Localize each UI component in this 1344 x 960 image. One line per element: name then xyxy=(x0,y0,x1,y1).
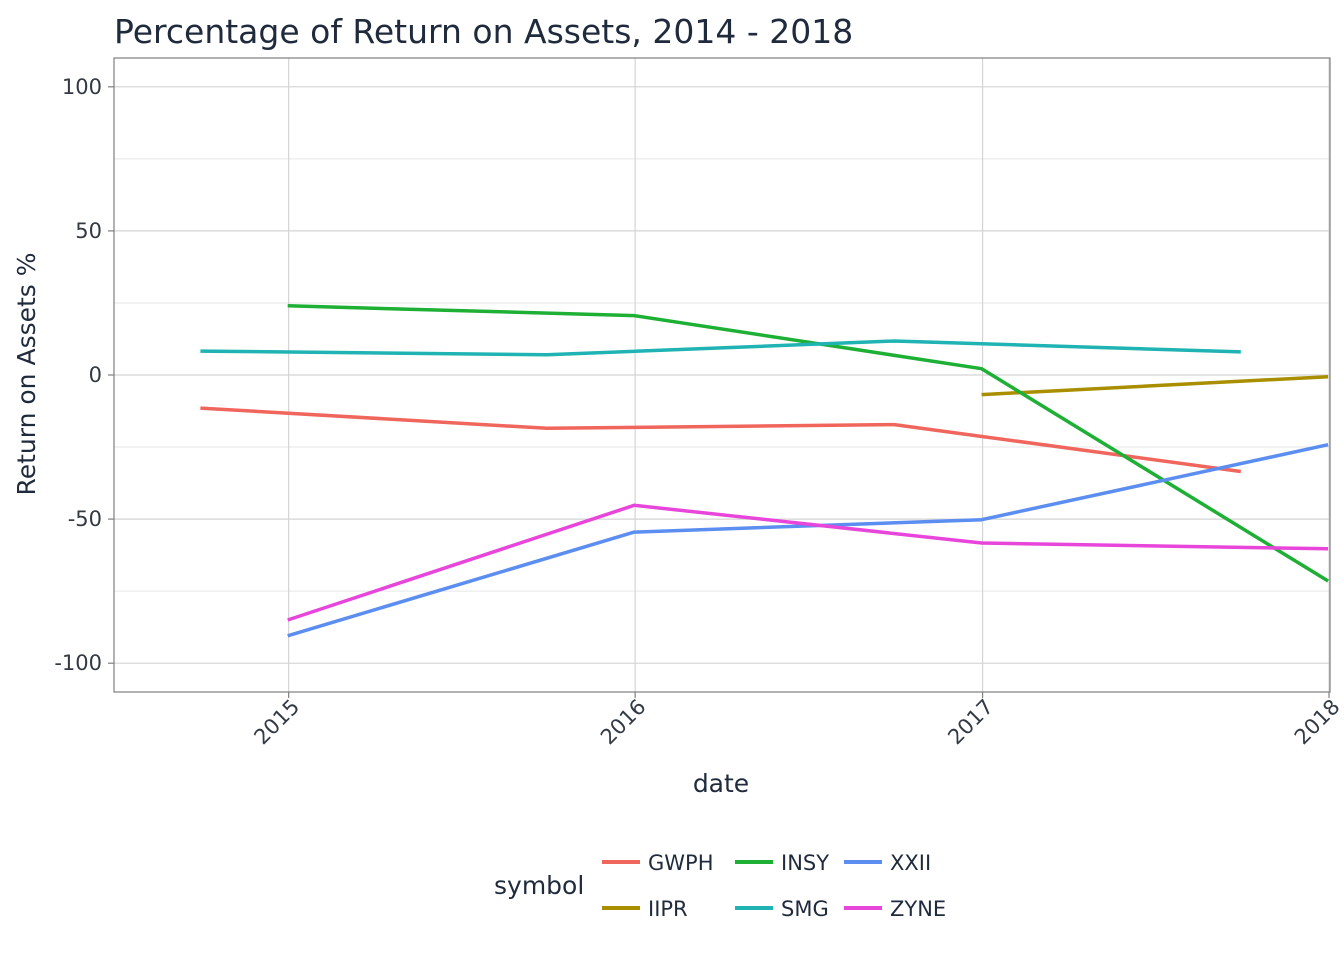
legend: symbol GWPH IIPR INSY SMG XXII ZYNE xyxy=(494,851,946,921)
series-line-insy xyxy=(287,304,1330,583)
x-axis-ticks: 2015 2016 2017 2018 xyxy=(249,692,1344,749)
legend-label-xxii: XXII xyxy=(890,851,931,875)
y-tick-label: 50 xyxy=(75,219,102,243)
series-lines xyxy=(200,304,1330,638)
legend-title: symbol xyxy=(494,871,584,900)
y-axis-title: Return on Assets % xyxy=(12,252,41,495)
series-line-smg xyxy=(200,339,1241,357)
series-line-gwph xyxy=(200,406,1242,474)
x-tick-label: 2016 xyxy=(596,695,651,750)
series-line-iipr xyxy=(981,374,1329,397)
legend-label-iipr: IIPR xyxy=(648,897,688,921)
series-line-xxii xyxy=(287,442,1329,638)
legend-label-smg: SMG xyxy=(781,897,829,921)
x-tick-label: 2017 xyxy=(943,695,998,750)
y-axis-ticks: 100 50 0 -50 -100 xyxy=(54,75,114,675)
series-line-zyne xyxy=(287,503,1329,622)
y-tick-label: 100 xyxy=(62,75,102,99)
y-tick-label: -100 xyxy=(54,651,102,675)
y-tick-label: -50 xyxy=(68,507,102,531)
legend-label-zyne: ZYNE xyxy=(890,897,946,921)
grid-minor xyxy=(114,158,1330,592)
x-axis-title: date xyxy=(693,769,749,798)
plot-area xyxy=(113,57,1331,693)
y-tick-label: 0 xyxy=(89,363,102,387)
legend-label-insy: INSY xyxy=(781,851,829,875)
x-tick-label: 2015 xyxy=(249,695,304,750)
legend-label-gwph: GWPH xyxy=(648,851,714,875)
x-tick-label: 2018 xyxy=(1290,695,1344,750)
grid-major xyxy=(114,58,1330,692)
chart-title: Percentage of Return on Assets, 2014 - 2… xyxy=(114,12,853,51)
